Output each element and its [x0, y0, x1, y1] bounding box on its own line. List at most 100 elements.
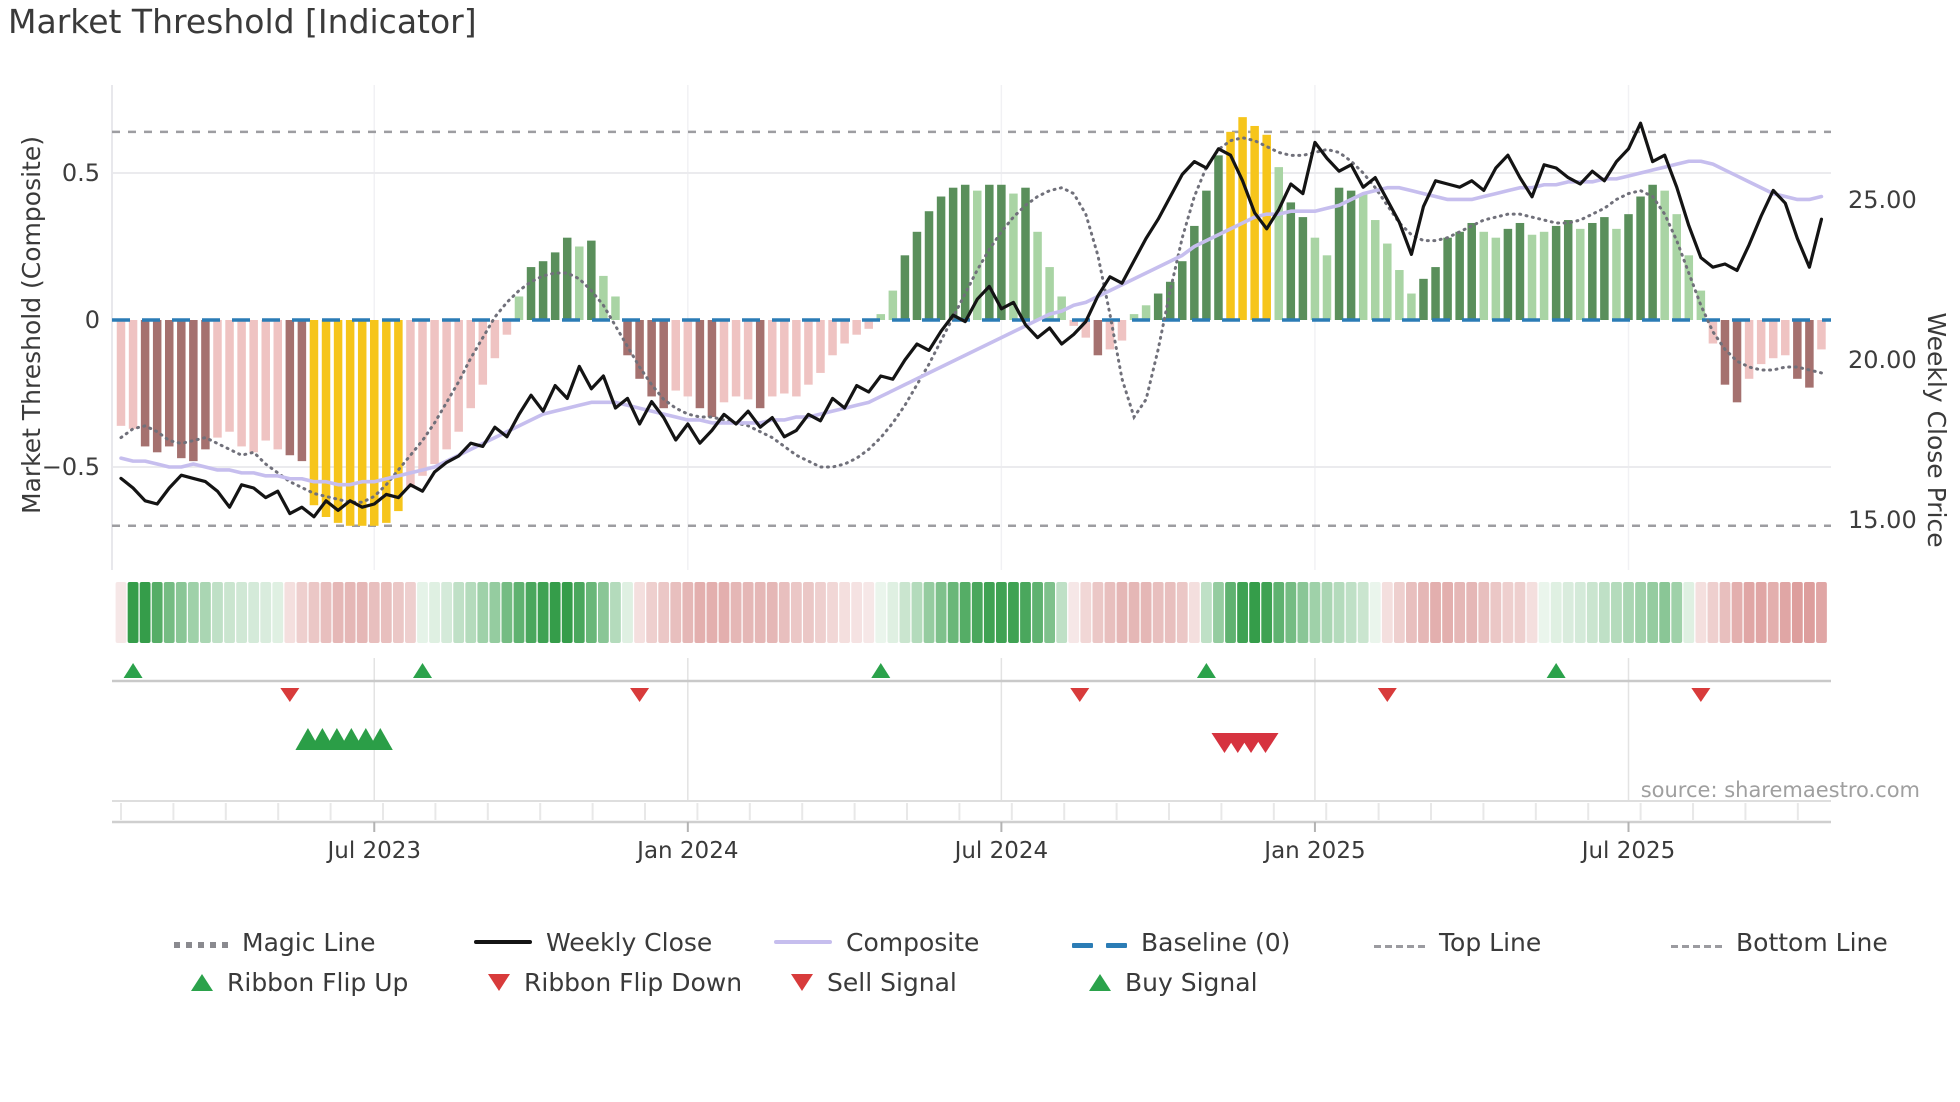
ribbon-cell — [1381, 582, 1393, 643]
ribbon-cell — [1478, 582, 1490, 643]
composite-bar — [1395, 270, 1404, 320]
ribbon-cell — [513, 582, 525, 643]
composite-bar — [177, 320, 186, 459]
legend-item-buy: Buy Signal — [1089, 966, 1258, 998]
ribbon-cell — [887, 582, 899, 643]
composite-bar — [659, 320, 668, 409]
ribbon-cell — [1490, 582, 1502, 643]
composite-bar — [1600, 217, 1609, 320]
right-tick-label: 15.00 — [1848, 506, 1917, 534]
ribbon-cell — [356, 582, 368, 643]
composite-bar — [1648, 184, 1657, 320]
composite-bar — [1419, 278, 1428, 320]
ribbon-cell — [1092, 582, 1104, 643]
composite-bar — [1383, 243, 1392, 320]
composite-bar — [394, 320, 403, 512]
ribbon-flip-down-marker — [1691, 688, 1711, 702]
legend-label: Ribbon Flip Down — [524, 967, 743, 997]
ribbon-cell — [573, 582, 585, 643]
ribbon-cell — [1345, 582, 1357, 643]
composite-bar — [116, 320, 126, 426]
composite-bar — [213, 320, 222, 438]
page-title: Market Threshold [Indicator] — [8, 2, 477, 41]
ribbon-cell — [248, 582, 260, 643]
composite-bar — [780, 320, 789, 394]
composite-bar — [1069, 320, 1078, 326]
composite-bar — [1744, 320, 1754, 379]
ribbon-cell — [465, 582, 477, 643]
right-axis-title: Weekly Close Price — [1922, 312, 1951, 547]
composite-bar — [1202, 190, 1211, 320]
ribbon-cell — [1020, 582, 1031, 643]
composite-bar — [1527, 234, 1537, 320]
ribbon-cell — [995, 582, 1007, 643]
composite-bar — [1660, 190, 1669, 320]
composite-bar — [297, 320, 307, 462]
sell-signal-icon — [791, 973, 813, 991]
ribbon-cell — [899, 582, 911, 643]
magic-line-swatch — [174, 933, 228, 952]
ribbon-cell — [742, 582, 754, 643]
ribbon-cell — [344, 582, 356, 643]
composite-bar — [611, 296, 620, 320]
ribbon-cell — [1297, 582, 1309, 643]
ribbon-cell — [1128, 582, 1140, 643]
composite-bar — [973, 190, 982, 320]
composite-bar — [671, 320, 681, 391]
composite-bar — [743, 320, 753, 400]
composite-bar — [997, 184, 1006, 320]
composite-bar — [1358, 193, 1368, 320]
ribbon-cell — [634, 582, 645, 643]
ribbon-cell — [730, 582, 742, 643]
composite-bar — [1817, 320, 1826, 350]
ribbon-cell — [1261, 582, 1273, 643]
ribbon-flip-up-marker — [1546, 663, 1566, 678]
composite-bar — [1081, 320, 1091, 338]
composite-bar — [828, 320, 837, 356]
ribbon-strip — [115, 582, 1827, 643]
ribbon-cell — [622, 582, 633, 643]
ribbon-cell — [1502, 582, 1514, 643]
ribbon-cell — [1321, 582, 1333, 643]
composite-bar — [1491, 237, 1501, 320]
composite-bar — [1226, 131, 1235, 320]
ribbon-cell — [598, 582, 609, 643]
ribbon-cell — [1056, 582, 1068, 643]
ribbon-cell — [839, 582, 850, 643]
bottom-line-swatch — [1671, 933, 1722, 952]
composite-bar — [1576, 228, 1585, 320]
legend-label: Baseline (0) — [1141, 927, 1291, 957]
x-tick-label: Jan 2024 — [635, 838, 738, 864]
composite-bar — [1274, 167, 1284, 320]
composite-bar — [864, 320, 873, 329]
composite-bar — [1117, 320, 1127, 341]
composite-bar — [1503, 228, 1513, 320]
ribbon-cell — [212, 582, 223, 643]
ribbon-cell — [1647, 582, 1659, 643]
ribbon-cell — [1044, 582, 1056, 643]
ribbon-cell — [1767, 582, 1779, 643]
legend-label: Weekly Close — [546, 927, 713, 957]
ribbon-cell — [175, 582, 187, 643]
ribbon-cell — [1176, 582, 1188, 643]
ribbon-cell — [790, 582, 802, 643]
ribbon-cell — [610, 582, 621, 643]
ribbon-cell — [1273, 582, 1285, 643]
legend-label: Ribbon Flip Up — [227, 967, 409, 997]
composite-bar — [1805, 320, 1814, 388]
composite-bars-layer — [116, 117, 1826, 526]
ribbon-cell — [1550, 582, 1562, 643]
ribbon-cell — [935, 582, 947, 643]
composite-bar — [1443, 237, 1452, 320]
composite-bar — [1515, 222, 1525, 320]
ribbon-cell — [187, 582, 199, 643]
composite-bar — [418, 320, 427, 476]
composite-bar — [1238, 117, 1247, 320]
composite-bar — [900, 255, 910, 320]
composite-bar — [333, 320, 343, 523]
ribbon-cell — [139, 582, 151, 643]
ribbon-cell — [983, 582, 995, 643]
ribbon-cell — [585, 582, 597, 643]
